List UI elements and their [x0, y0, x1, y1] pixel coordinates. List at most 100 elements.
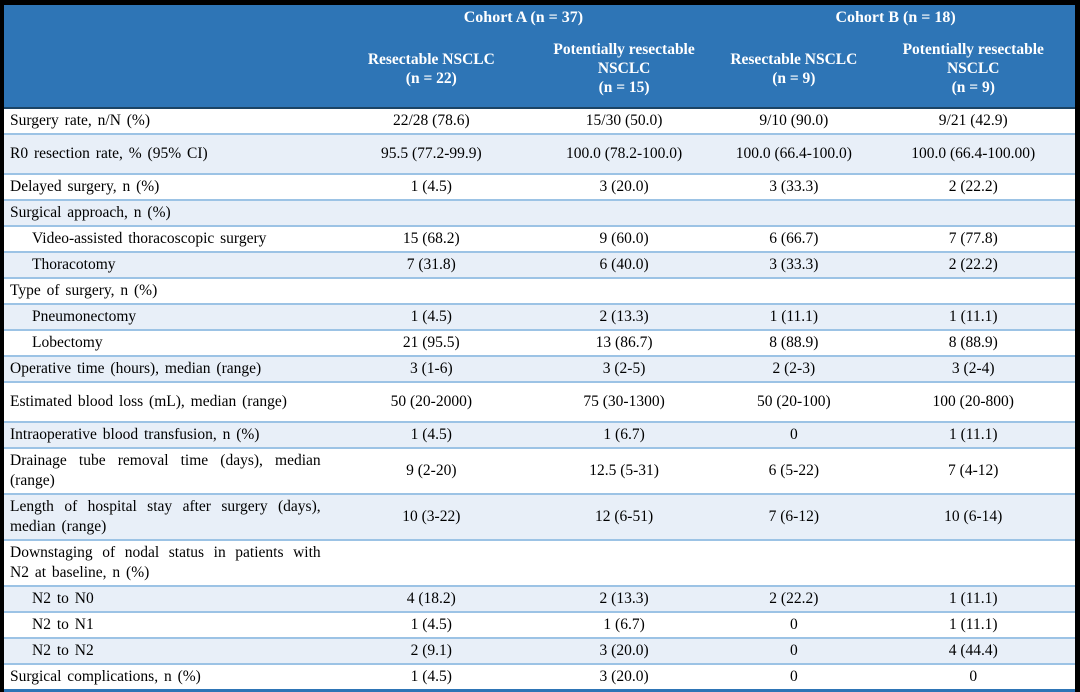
- value-cell: 8 (88.9): [769, 334, 819, 351]
- surgical-outcomes-table-wrapper: Cohort A (n = 37) Cohort B (n = 18) Rese…: [4, 5, 1075, 692]
- row-label: Intraoperative blood transfusion, n (%): [10, 426, 260, 443]
- value-cell: [331, 200, 532, 226]
- table-row: Intraoperative blood transfusion, n (%) 1…: [4, 422, 1075, 448]
- col-header-n: (n = 9): [772, 69, 816, 87]
- row-label: Operative time (hours), median (range): [10, 360, 262, 377]
- value-cell: 100.0 (66.4-100.00): [911, 145, 1036, 162]
- value-cell: 15 (68.2): [402, 230, 460, 247]
- value-cell: 4 (18.2): [406, 590, 456, 607]
- table-row: Length of hospital stay after surgery (d…: [4, 494, 1075, 540]
- row-label: Type of surgery, n (%): [10, 282, 158, 299]
- value-cell: 100.0 (78.2-100.0): [565, 145, 683, 162]
- value-cell: 2 (22.2): [948, 178, 998, 195]
- table-row: Lobectomy 21 (95.5) 13 (86.7) 8 (88.9) 8 (88…: [4, 330, 1075, 356]
- value-cell: 9 (2-20): [406, 462, 457, 479]
- value-cell: 7 (31.8): [406, 256, 456, 273]
- value-cell: 6 (40.0): [599, 256, 649, 273]
- value-cell: 1 (6.7): [603, 426, 645, 443]
- value-cell: 1 (4.5): [410, 616, 452, 633]
- row-label: Lobectomy: [32, 334, 103, 351]
- value-cell: 7 (77.8): [948, 230, 998, 247]
- value-cell: [331, 278, 532, 304]
- value-cell: 3 (1-6): [410, 360, 453, 377]
- col-header-n: (n = 9): [951, 79, 995, 96]
- col-header-resectable-a: Resectable NSCLC (n = 22): [330, 30, 532, 108]
- value-cell: 2 (9.1): [410, 642, 452, 659]
- cohort-a-header: Cohort A (n = 37): [330, 5, 717, 30]
- value-cell: 100 (20-800): [932, 393, 1014, 410]
- value-cell: 13 (86.7): [595, 334, 653, 351]
- row-label: N2 to N0: [32, 590, 94, 607]
- row-label: Thoracotomy: [32, 256, 116, 273]
- table-row: Surgical approach, n (%): [4, 200, 1075, 226]
- value-cell: 1 (11.1): [948, 616, 998, 633]
- row-label: Surgical complications, n (%): [10, 668, 201, 685]
- table-row: Type of surgery, n (%): [4, 278, 1075, 304]
- value-cell: [532, 200, 716, 226]
- value-cell: 8 (88.9): [948, 334, 998, 351]
- value-cell: 12 (6-51): [595, 508, 654, 525]
- table-row: Thoracotomy 7 (31.8) 6 (40.0) 3 (33.3) 2 (22…: [4, 252, 1075, 278]
- corner-cell: [4, 5, 331, 30]
- value-cell: 9 (60.0): [599, 230, 649, 247]
- row-label: Delayed surgery, n (%): [10, 178, 160, 195]
- value-cell: 15/30 (50.0): [585, 112, 663, 129]
- value-cell: 6 (66.7): [769, 230, 819, 247]
- value-cell: 0: [789, 642, 798, 659]
- value-cell: 1 (11.1): [948, 308, 998, 325]
- col-header-name: Potentially resectable NSCLC: [553, 41, 695, 77]
- value-cell: [331, 540, 532, 586]
- table-row: Estimated blood loss (mL), median (range…: [4, 382, 1075, 422]
- value-cell: 3 (2-4): [951, 360, 995, 377]
- value-cell: 0: [789, 668, 798, 685]
- row-label: N2 to N2: [32, 642, 94, 659]
- row-label: Surgery rate, n/N (%): [10, 112, 151, 129]
- value-cell: 1 (11.1): [769, 308, 819, 325]
- value-cell: 2 (22.2): [769, 590, 819, 607]
- row-label: N2 to N1: [32, 616, 94, 633]
- table-row: N2 to N0 4 (18.2) 2 (13.3) 2 (22.2) 1 (11.1): [4, 586, 1075, 612]
- value-cell: [532, 540, 716, 586]
- value-cell: 1 (6.7): [603, 616, 645, 633]
- table-row: Operative time (hours), median (range) 3 …: [4, 356, 1075, 382]
- row-label: Video-assisted thoracoscopic surgery: [32, 230, 267, 247]
- value-cell: 50 (20-2000): [390, 393, 472, 410]
- value-cell: 0: [789, 616, 798, 633]
- value-cell: 100.0 (66.4-100.0): [735, 145, 852, 162]
- value-cell: 0: [969, 668, 978, 685]
- page-frame: Cohort A (n = 37) Cohort B (n = 18) Rese…: [4, 5, 1075, 692]
- row-label: Pneumonectomy: [32, 308, 137, 325]
- row-label: Drainage tube removal time (days), media…: [10, 452, 321, 489]
- value-cell: 1 (4.5): [410, 426, 452, 443]
- table-row: Video-assisted thoracoscopic surgery 15 (…: [4, 226, 1075, 252]
- value-cell: 3 (20.0): [599, 642, 649, 659]
- value-cell: 2 (22.2): [948, 256, 998, 273]
- value-cell: 2 (13.3): [599, 308, 649, 325]
- row-label: Estimated blood loss (mL), median (range…: [10, 393, 287, 410]
- value-cell: 2 (2-3): [772, 360, 816, 377]
- value-cell: [871, 278, 1075, 304]
- value-cell: 4 (44.4): [948, 642, 998, 659]
- value-cell: 50 (20-100): [757, 393, 831, 410]
- value-cell: 7 (4-12): [948, 462, 999, 479]
- value-cell: 1 (4.5): [410, 308, 452, 325]
- row-label: R0 resection rate, % (95% CI): [10, 145, 208, 162]
- value-cell: 7 (6-12): [768, 508, 820, 525]
- table-header: Cohort A (n = 37) Cohort B (n = 18) Rese…: [4, 5, 1075, 108]
- col-header-name: Resectable NSCLC: [367, 50, 495, 68]
- value-cell: 10 (6-14): [944, 508, 1003, 525]
- col-header-potentially-resectable-b: Potentially resectable NSCLC (n = 9): [871, 30, 1075, 108]
- table-row: N2 to N2 2 (9.1) 3 (20.0) 0 4 (44.4): [4, 638, 1075, 664]
- value-cell: 21 (95.5): [402, 334, 460, 351]
- table-row: Surgical complications, n (%) 1 (4.5) 3 (2…: [4, 664, 1075, 691]
- value-cell: [716, 278, 871, 304]
- value-cell: 75 (30-1300): [583, 393, 665, 410]
- table-body: Surgery rate, n/N (%) 22/28 (78.6) 15/30 (…: [4, 108, 1075, 691]
- cohort-group-row: Cohort A (n = 37) Cohort B (n = 18): [4, 5, 1075, 30]
- surgical-outcomes-table: Cohort A (n = 37) Cohort B (n = 18) Rese…: [4, 5, 1075, 692]
- value-cell: [532, 278, 716, 304]
- table-row: Surgery rate, n/N (%) 22/28 (78.6) 15/30 (…: [4, 108, 1075, 134]
- value-cell: 10 (3-22): [402, 508, 461, 525]
- value-cell: 3 (2-5): [602, 360, 646, 377]
- row-label: Length of hospital stay after surgery (d…: [10, 498, 321, 535]
